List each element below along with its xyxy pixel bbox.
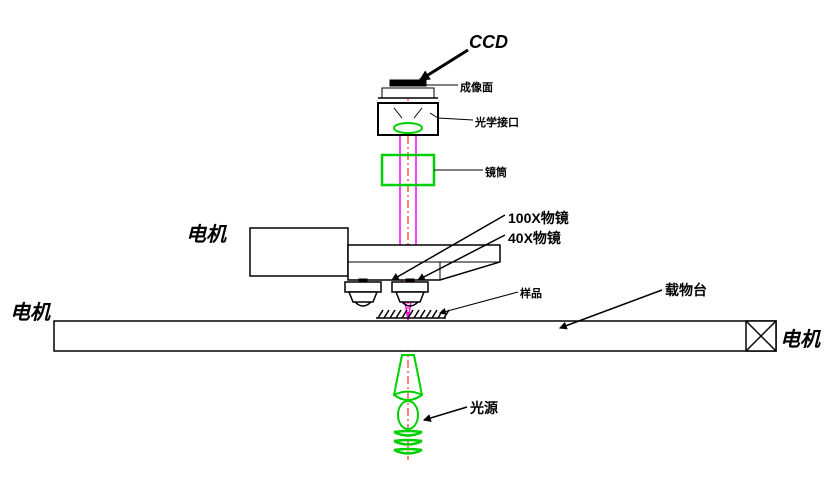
microscope-diagram <box>0 0 830 503</box>
sample-label: 样品 <box>520 285 542 301</box>
motor-right-label: 电机 <box>780 323 820 352</box>
stage-label: 载物台 <box>665 280 707 300</box>
tube-label: 镜筒 <box>485 164 507 180</box>
motor-left-label: 电机 <box>10 296 50 325</box>
motor-top-label: 电机 <box>186 218 226 247</box>
optical-interface-label: 光学接口 <box>475 114 519 130</box>
light-source-label: 光源 <box>470 398 498 418</box>
ccd-label: CCD <box>469 32 508 53</box>
obj100x-label: 100X物镜 <box>508 208 569 228</box>
obj40x-label: 40X物镜 <box>508 228 561 248</box>
imaging-plane-label: 成像面 <box>460 79 493 95</box>
